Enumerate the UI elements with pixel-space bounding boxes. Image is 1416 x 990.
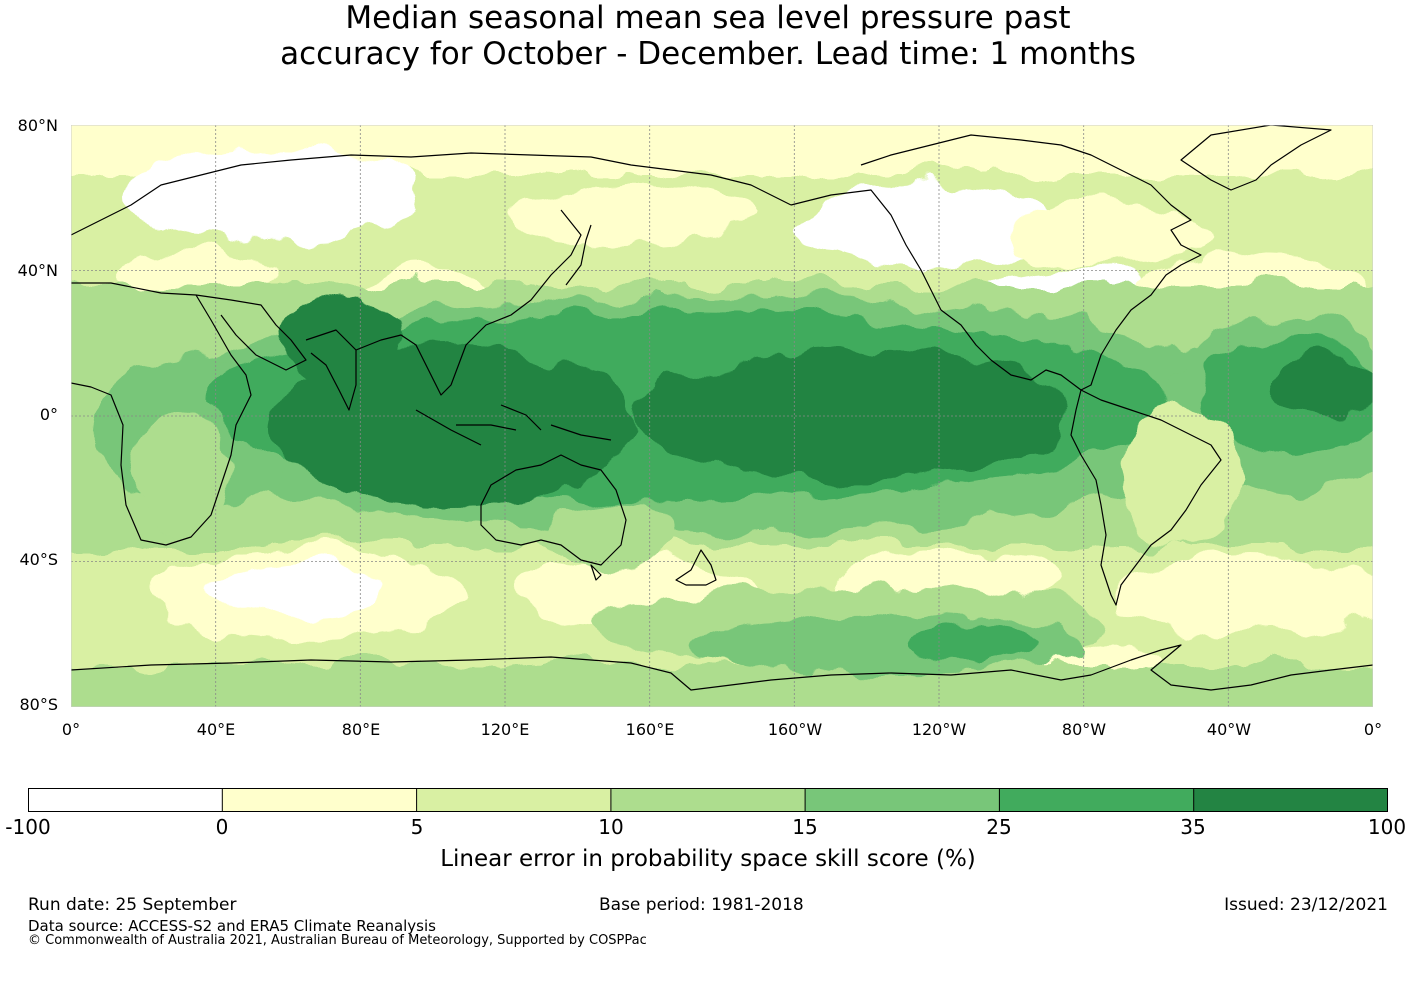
colorbar-segment-2 — [222, 788, 417, 812]
lon-label-0-east: 0° — [1363, 720, 1383, 739]
base-period: Base period: 1981-2018 — [599, 895, 804, 915]
lat-label-80n: 80°N — [17, 116, 58, 135]
copyright: © Commonwealth of Australia 2021, Austra… — [28, 933, 647, 948]
coast-eurasia-north — [71, 152, 792, 236]
lat-label-80s: 80°S — [19, 695, 58, 714]
coast-antarctica — [71, 644, 1373, 691]
run-date: Run date: 25 September — [28, 895, 237, 915]
coast-greenland — [1180, 125, 1332, 191]
coast-arabia — [195, 294, 307, 371]
coast-north-america — [790, 134, 1202, 391]
lat-label-40s: 40°S — [19, 550, 58, 569]
graticule — [71, 125, 1373, 707]
lat-label-40n: 40°N — [17, 261, 58, 280]
lat-label-0: 0° — [39, 405, 58, 424]
colorbar-tick-25: 25 — [986, 815, 1012, 839]
colorbar-segment-6 — [999, 788, 1194, 812]
coastlines — [71, 125, 1373, 691]
lon-label-40e: 40°E — [196, 720, 236, 739]
colorbar-segment-1 — [28, 788, 223, 812]
colorbar-tick-0: 0 — [215, 815, 229, 839]
colorbar — [28, 788, 1388, 812]
colorbar-segment-7 — [1193, 788, 1388, 812]
lon-label-40w: 40°W — [1206, 720, 1252, 739]
colorbar-tick-35: 35 — [1180, 815, 1206, 839]
coast-tasmania — [590, 564, 602, 581]
coast-australia — [480, 454, 627, 566]
lon-label-160e: 160°E — [625, 720, 675, 739]
issued-date: Issued: 23/12/2021 — [1224, 895, 1388, 915]
skill-score-map — [71, 125, 1373, 707]
lon-label-120w: 120°W — [911, 720, 967, 739]
colorbar-tick-5: 5 — [410, 815, 424, 839]
colorbar-tick-minus100: -100 — [5, 815, 51, 839]
colorbar-tick-10: 10 — [598, 815, 624, 839]
chart-title: Median seasonal mean sea level pressure … — [0, 0, 1416, 72]
coast-africa — [71, 282, 252, 546]
colorbar-tick-15: 15 — [792, 815, 818, 839]
coast-indonesia — [415, 404, 612, 446]
colorbar-label: Linear error in probability space skill … — [440, 846, 976, 872]
title-line-1: Median seasonal mean sea level pressure … — [345, 0, 1071, 36]
data-source: Data source: ACCESS-S2 and ERA5 Climate … — [28, 917, 436, 935]
lon-label-80w: 80°W — [1061, 720, 1107, 739]
lon-label-80e: 80°E — [341, 720, 381, 739]
coast-japan — [565, 224, 592, 286]
coast-south-america — [1070, 389, 1222, 606]
coast-new-zealand — [675, 549, 717, 586]
colorbar-segment-4 — [610, 788, 806, 812]
colorbar-tick-100: 100 — [1367, 815, 1407, 839]
lon-label-0-west: 0° — [61, 720, 81, 739]
coast-se-asia — [355, 209, 582, 396]
colorbar-segment-5 — [805, 788, 1000, 812]
coast-india — [305, 329, 357, 411]
lon-label-160w: 160°W — [767, 720, 823, 739]
title-line-2: accuracy for October - December. Lead ti… — [280, 36, 1136, 72]
lon-label-120e: 120°E — [480, 720, 530, 739]
colorbar-segment-3 — [416, 788, 611, 812]
